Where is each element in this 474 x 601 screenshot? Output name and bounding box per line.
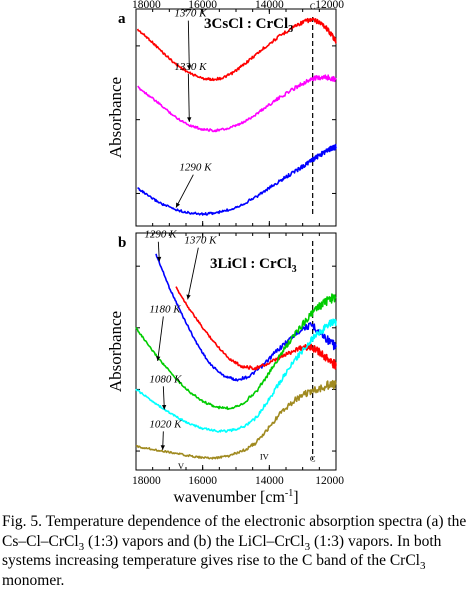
x-tick-label: 18000 (132, 0, 161, 11)
annotation-arrowhead (156, 356, 161, 361)
panel-b: 18000 16000 14000 12000 1290 K 1370 K 1180 K 10… (106, 229, 344, 506)
x-tick-label: 16000 (188, 475, 217, 487)
series-1180-k-b (135, 293, 337, 411)
annotation-1290-k: 1290 K (179, 162, 212, 174)
x-axis-label: wavenumber [cm-1] (173, 488, 298, 506)
annotation-arrowhead (176, 202, 181, 208)
series-1370-k-b (175, 286, 337, 371)
annotation-1370-k: 1370 K (184, 235, 217, 247)
annotation-1370-k: 1370 K (174, 8, 207, 20)
figure-caption: Fig. 5. Temperature dependence of the el… (2, 513, 467, 589)
annotation-1290-k: 1290 K (144, 229, 177, 241)
annotation-arrowhead (160, 445, 166, 450)
annotation-arrow (187, 20, 190, 70)
x-tick-label: 14000 (255, 475, 284, 487)
annotation-c: C (310, 1, 316, 11)
annotation-arrow (157, 316, 164, 362)
annotation-arrowhead (161, 404, 167, 410)
annotation-1020-k: 1020 K (149, 418, 182, 430)
panel-label-b: b (118, 235, 126, 251)
annotation-1330-k: 1330 K (174, 61, 207, 73)
annotation-arrow (187, 247, 199, 300)
x-tick-label: 14000 (255, 0, 284, 11)
series-1020-k-b (135, 379, 337, 460)
y-axis-label-a: Absorbance (106, 77, 125, 158)
figure: 18000 16000 14000 12000 1370 K 1330 K 1290 K C 3… (106, 0, 344, 506)
panel-a: 18000 16000 14000 12000 1370 K 1330 K 1290 K C 3… (106, 0, 344, 227)
chart-title-a: 3CsCl : CrCl3 (204, 16, 293, 35)
annotation-c: C (310, 454, 316, 464)
x-tick-label: 18000 (132, 475, 161, 487)
annotation-v: V (178, 461, 185, 471)
plot-frame-a (135, 8, 337, 227)
y-axis-label-b: Absorbance (106, 311, 125, 392)
x-tick-label: 12000 (315, 0, 344, 11)
annotation-1180-k: 1180 K (149, 303, 181, 315)
annotation-iv: IV (260, 451, 270, 461)
annotation-arrow (175, 174, 194, 208)
x-tick-label: 12000 (315, 475, 344, 487)
annotation-arrowhead (187, 117, 192, 122)
x-tick-label: 16000 (188, 0, 217, 11)
series-1290-k-a (137, 143, 337, 216)
annotation-arrow (187, 73, 190, 122)
annotation-1080-k: 1080 K (149, 373, 182, 385)
series-1330-k-a (137, 74, 337, 133)
chart-title-b: 3LiCl : CrCl3 (210, 256, 297, 275)
annotation-arrowhead (187, 65, 192, 70)
panel-label-a: a (118, 11, 126, 27)
series-1080-k-b (135, 318, 337, 433)
annotation-arrowhead (156, 256, 162, 262)
series-1370-k-a (136, 17, 337, 82)
annotation-arrowhead (186, 294, 191, 300)
